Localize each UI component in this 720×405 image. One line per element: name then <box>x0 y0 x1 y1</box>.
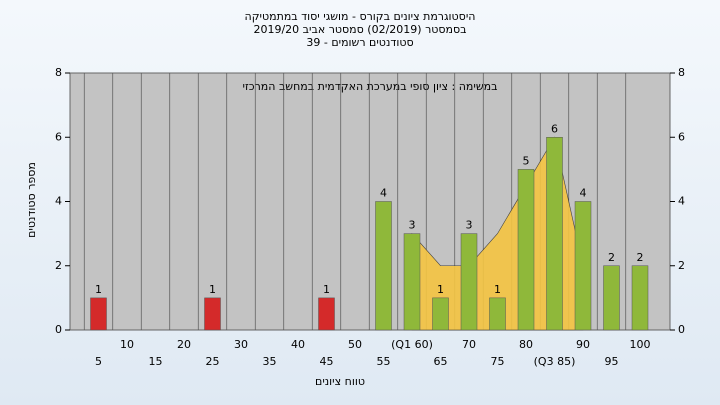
x-tick-label: 80 <box>519 338 533 351</box>
x-tick-label: 20 <box>177 338 191 351</box>
x-tick-label: 5 <box>95 355 102 368</box>
x-tick-label: 45 <box>320 355 334 368</box>
value-label: 2 <box>637 251 644 264</box>
y2-tick-label: 6 <box>678 130 685 143</box>
chart-title: היסטוגרמת ציונים בקורס - מושגי יסוד במתמ… <box>245 10 476 23</box>
bar <box>517 169 535 331</box>
y-tick-label: 2 <box>55 259 62 272</box>
x-tick-label: 75 <box>491 355 505 368</box>
bar <box>90 297 107 331</box>
bar <box>432 297 449 331</box>
value-label: 6 <box>551 122 558 135</box>
y-tick-label: 0 <box>55 323 62 336</box>
x-tick-label: 15 <box>149 355 163 368</box>
x-tick-label: 95 <box>605 355 619 368</box>
y-tick-label: 4 <box>55 195 62 208</box>
value-label: 1 <box>323 283 330 296</box>
x-tick-label: 90 <box>576 338 590 351</box>
value-label: 2 <box>608 251 615 264</box>
x-axis-label: טווח ציונים <box>315 375 365 388</box>
bar <box>603 265 620 331</box>
x-tick-label: 25 <box>206 355 220 368</box>
y-tick-label: 8 <box>55 66 62 79</box>
bar <box>460 233 478 331</box>
bar <box>631 265 649 331</box>
bar <box>403 233 421 331</box>
bar <box>574 201 592 331</box>
bar <box>318 297 335 331</box>
value-label: 1 <box>494 283 501 296</box>
value-label: 1 <box>437 283 444 296</box>
bar <box>204 297 221 331</box>
x-tick-label: 70 <box>462 338 476 351</box>
value-label: 5 <box>523 154 530 167</box>
x-tick-label: 55 <box>377 355 391 368</box>
x-tick-label: 10 <box>120 338 134 351</box>
value-label: 3 <box>409 219 416 232</box>
x-tick-label: 65 <box>434 355 448 368</box>
y-axis-label: מספר סטודנטים <box>25 162 38 238</box>
x-tick-label: 40 <box>291 338 305 351</box>
y2-tick-label: 2 <box>678 259 685 272</box>
x-tick-label: 50 <box>348 338 362 351</box>
value-label: 3 <box>466 219 473 232</box>
bar <box>375 201 392 331</box>
y2-tick-label: 8 <box>678 66 685 79</box>
x-tick-label: 35 <box>263 355 277 368</box>
value-label: 1 <box>95 283 102 296</box>
x-tick-label: (Q1 60) <box>391 338 433 351</box>
y2-tick-label: 0 <box>678 323 685 336</box>
bar <box>489 297 506 331</box>
x-tick-label: 30 <box>234 338 248 351</box>
x-tick-label: 100 <box>630 338 651 351</box>
x-tick-label: (Q3 85) <box>534 355 576 368</box>
y2-tick-label: 4 <box>678 195 685 208</box>
bar <box>546 137 563 331</box>
value-label: 1 <box>209 283 216 296</box>
annotation: במשימה : ציון סופי במערכת האקדמית במחשב … <box>243 80 498 93</box>
chart-subtitle: סטודנטים רשומים - 39 <box>306 36 413 49</box>
value-label: 4 <box>580 187 587 200</box>
y-tick-label: 6 <box>55 130 62 143</box>
chart-subtitle: בסמסטר (02/2019) סמסטר אביב 2019/20 <box>253 23 466 36</box>
value-label: 4 <box>380 187 387 200</box>
